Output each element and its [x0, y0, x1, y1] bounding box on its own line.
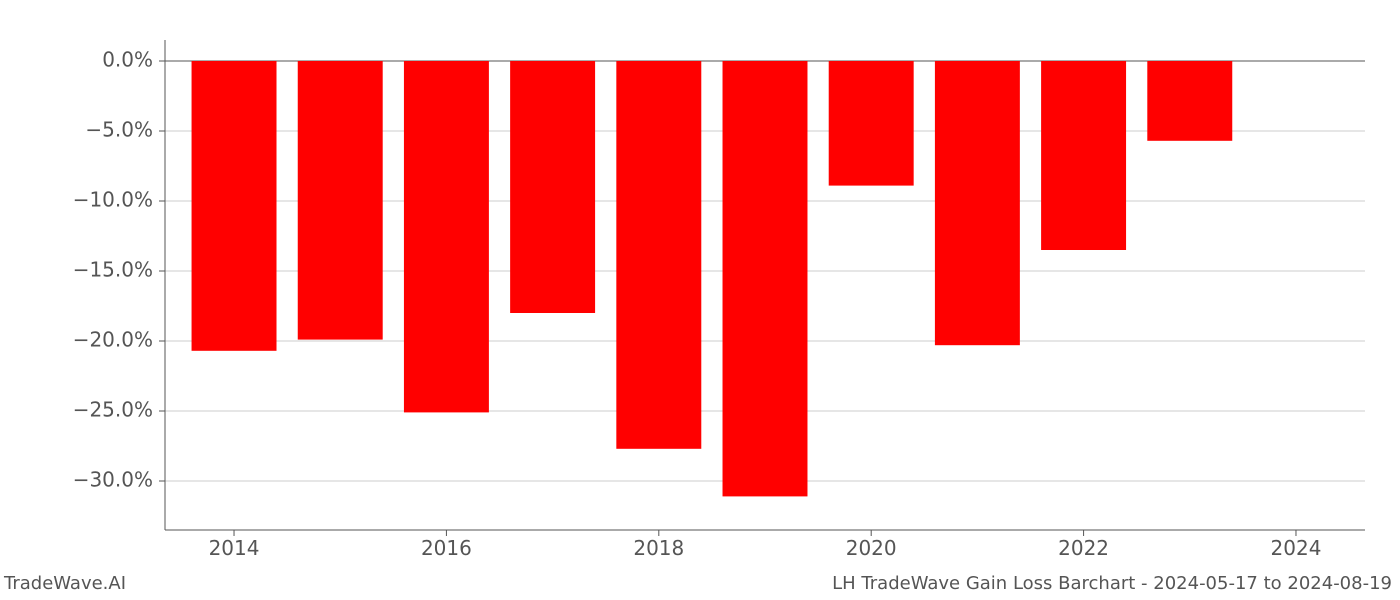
bar [829, 61, 914, 186]
x-tick-label: 2014 [209, 536, 260, 560]
y-tick-label: −30.0% [73, 468, 153, 492]
bar [616, 61, 701, 449]
bar [510, 61, 595, 313]
chart-container: 0.0% −5.0% −10.0% −15.0% −20.0% −25.0% −30.0% 2… [0, 0, 1400, 600]
bar [1041, 61, 1126, 250]
y-tick-label: −15.0% [73, 258, 153, 282]
bar [935, 61, 1020, 345]
x-tick-label: 2016 [421, 536, 472, 560]
y-tick-label: 0.0% [102, 48, 153, 72]
bar [723, 61, 808, 496]
y-tick-label: −20.0% [73, 328, 153, 352]
y-tick-label: −10.0% [73, 188, 153, 212]
bar [298, 61, 383, 340]
bar [192, 61, 277, 351]
footer-left-label: TradeWave.AI [4, 573, 126, 594]
y-tick-label: −5.0% [85, 118, 153, 142]
x-tick-label: 2018 [633, 536, 684, 560]
bar [1147, 61, 1232, 141]
y-tick-label: −25.0% [73, 398, 153, 422]
footer-right-label: LH TradeWave Gain Loss Barchart - 2024-0… [832, 573, 1392, 594]
x-tick-label: 2024 [1271, 536, 1322, 560]
x-tick-label: 2020 [846, 536, 897, 560]
bar-chart: 0.0% −5.0% −10.0% −15.0% −20.0% −25.0% −30.0% 2… [0, 0, 1400, 600]
x-tick-label: 2022 [1058, 536, 1109, 560]
bar [404, 61, 489, 412]
